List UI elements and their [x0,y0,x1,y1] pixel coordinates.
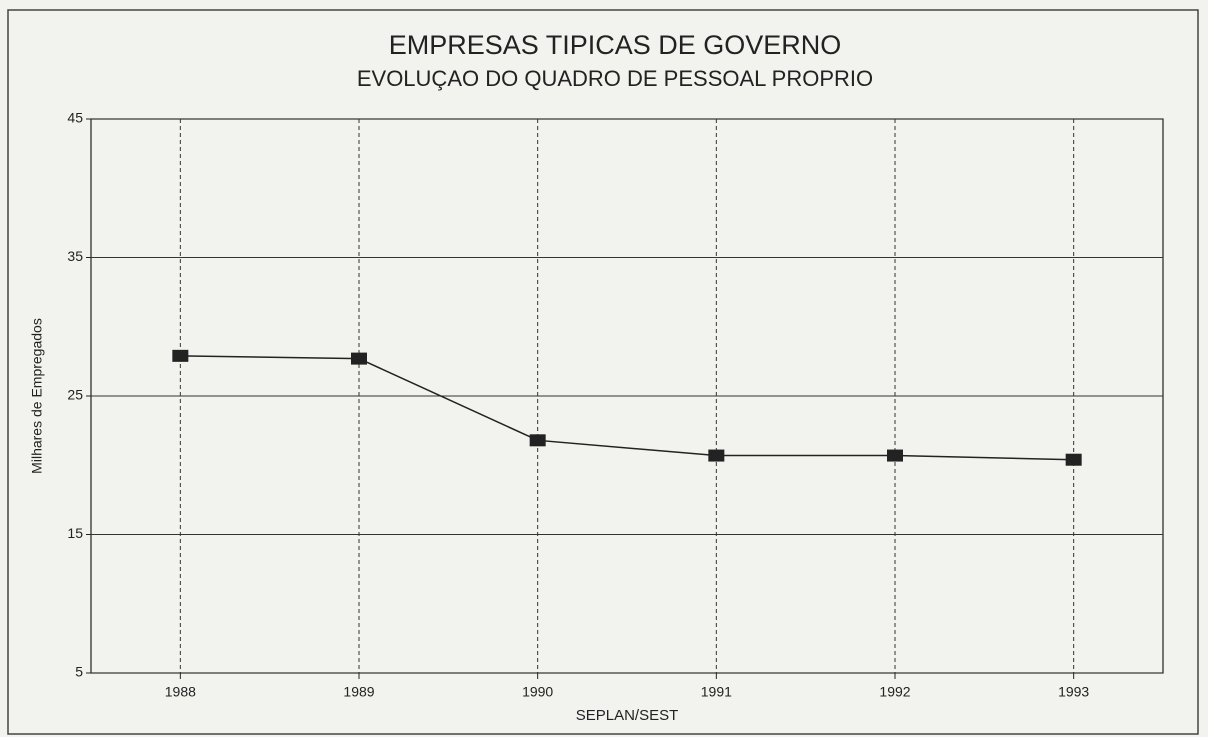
x-tick-label: 1988 [165,684,196,700]
point-marker [887,449,903,462]
y-tick-label: 45 [67,110,83,126]
x-tick-label: 1991 [701,684,732,700]
chart-subtitle: EVOLUÇAO DO QUADRO DE PESSOAL PROPRIO [357,66,873,91]
point-marker [708,449,725,462]
point-marker [172,349,189,362]
y-tick-label: 25 [67,387,83,403]
x-tick-label: 1992 [879,684,910,700]
x-axis-label: SEPLAN/SEST [576,707,679,724]
x-tick-label: 1990 [522,684,553,700]
y-tick-label: 5 [75,664,83,680]
series-line [180,355,1074,461]
y-tick-label: 35 [67,248,83,264]
x-tick-label: 1989 [343,684,374,700]
chart-title: EMPRESAS TIPICAS DE GOVERNO [389,30,842,60]
point-marker [1065,453,1082,466]
y-axis-label: Milhares de Empregados [29,318,45,474]
x-tick-label: 1993 [1058,684,1089,700]
point-marker [351,352,367,365]
y-tick-label: 15 [67,525,83,541]
point-marker [529,434,546,447]
frame [7,9,1199,735]
